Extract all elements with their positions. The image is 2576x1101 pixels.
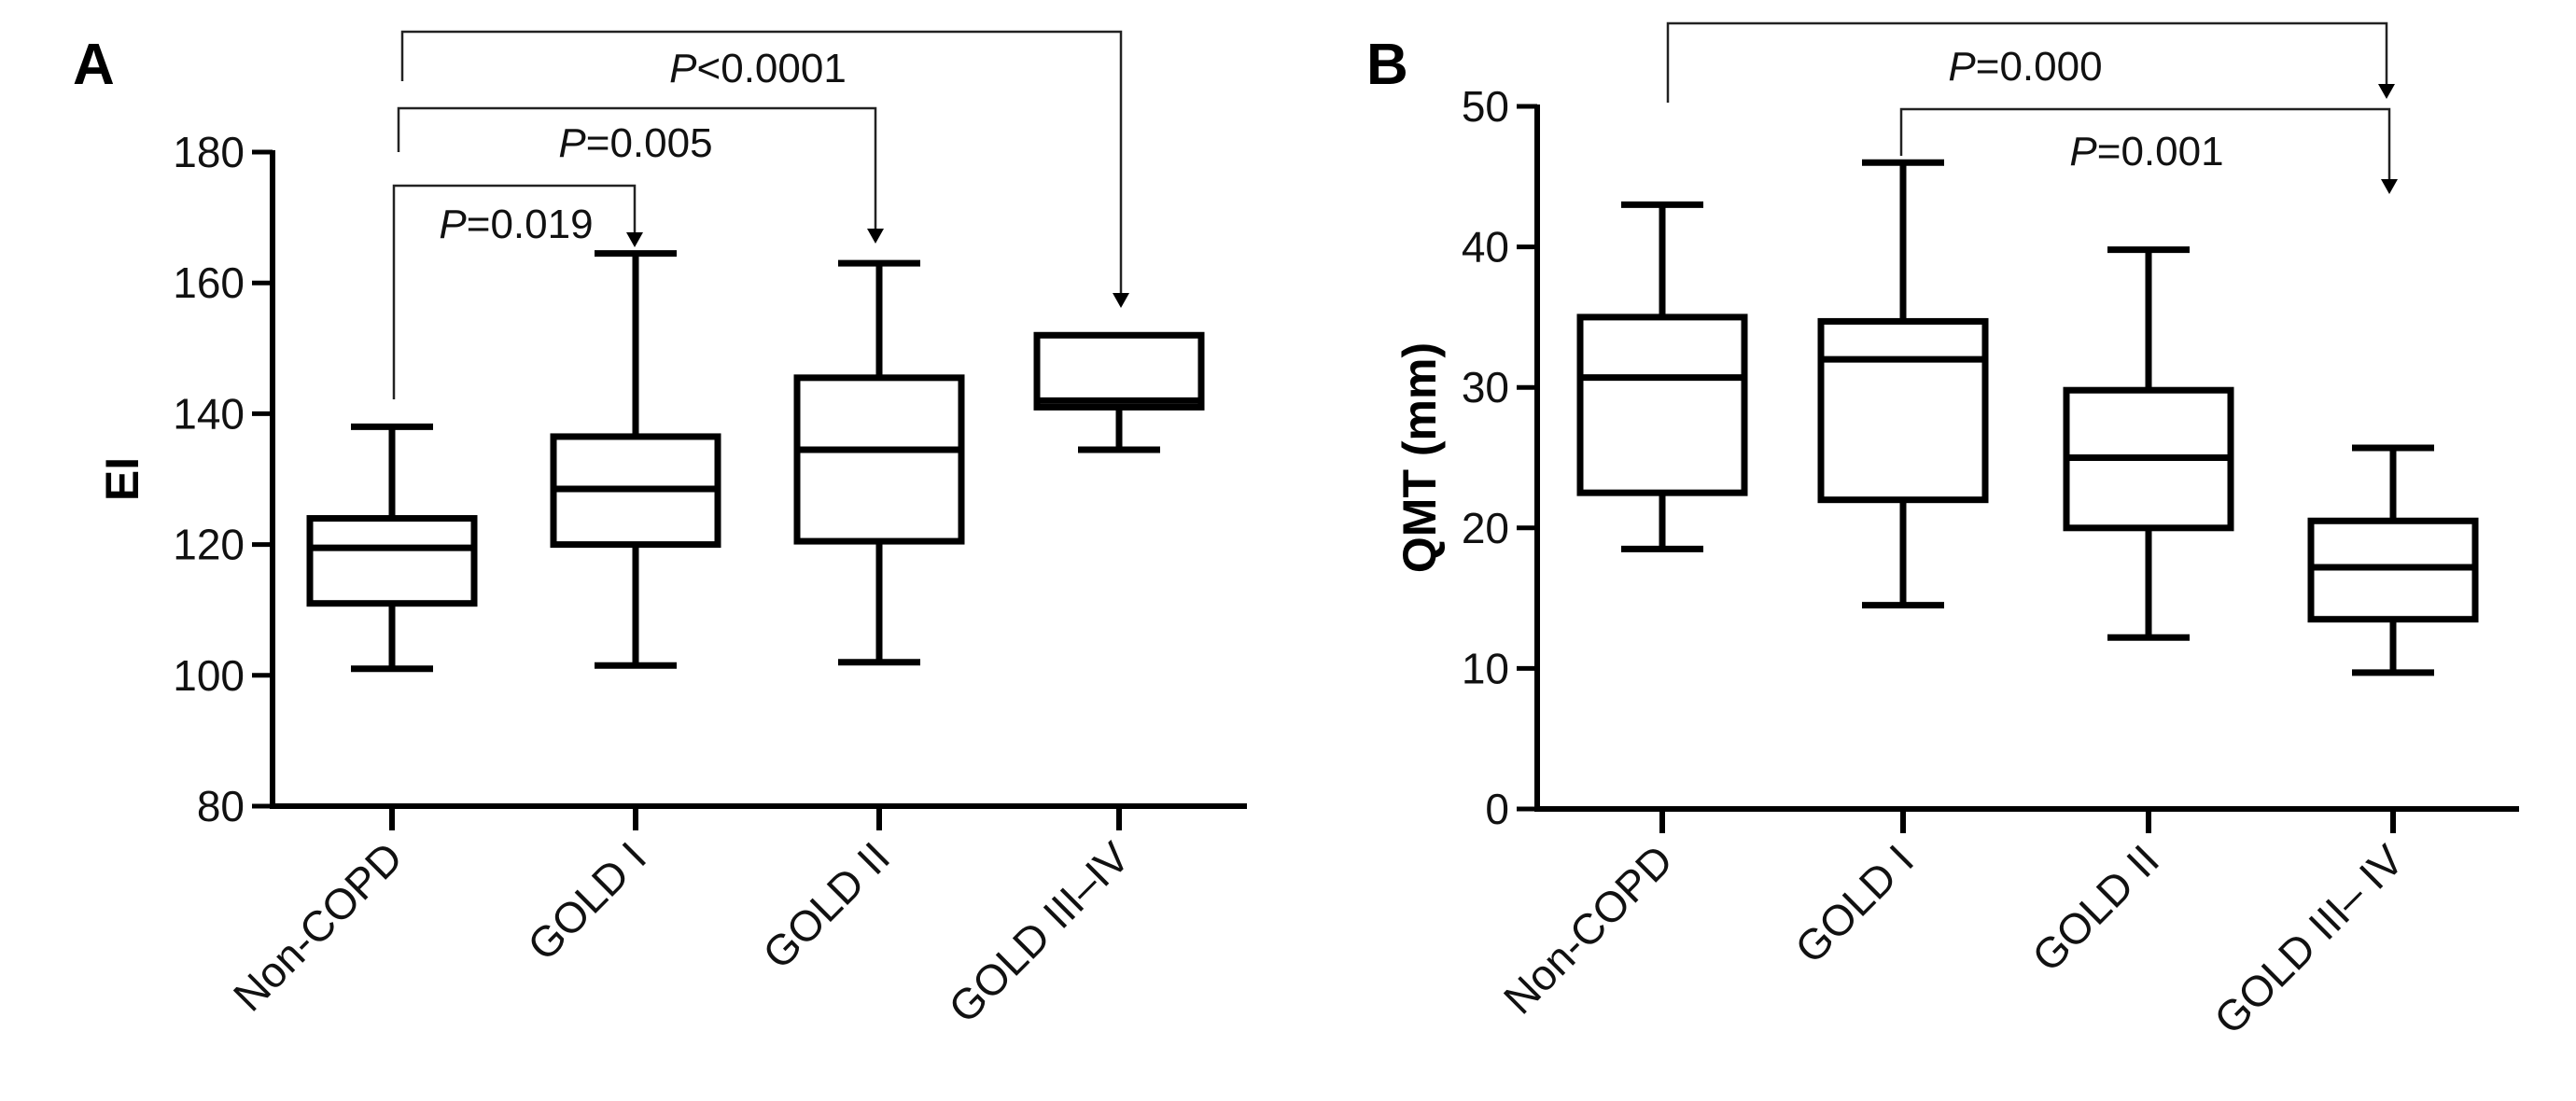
box-3 [1033, 331, 1205, 453]
significance-bracket: P=0.005 [397, 106, 884, 244]
iqr-box [306, 515, 478, 607]
p-value-label: P=0.000 [1948, 44, 2102, 90]
x-tick-label: GOLD III– IV [2205, 835, 2413, 1043]
x-tick-label: GOLD I [518, 832, 655, 969]
iqr-box [1817, 317, 1989, 504]
bracket-line [392, 184, 637, 399]
y-tick-label: 180 [173, 128, 245, 176]
y-tick-label: 140 [173, 389, 245, 438]
y-tick-label: 40 [1462, 223, 1509, 272]
panel-A: A 80 100 120 140 160 180 EI Non-COPD GOLD I GOLD I… [73, 30, 1247, 1032]
iqr-box [1576, 314, 1748, 496]
y-tick-label: 120 [173, 521, 245, 569]
y-tick-label: 50 [1462, 82, 1509, 131]
y-axis-label: QMT (mm) [1393, 342, 1446, 573]
bracket-line [397, 106, 877, 232]
box-1 [1817, 159, 1989, 609]
panel-B: B 0 10 20 30 40 50 QMT (mm) Non-COPD GOLD I GOLD I… [1366, 21, 2519, 1043]
y-tick-label: 80 [197, 782, 245, 830]
box-3 [2307, 444, 2479, 676]
x-tick-label: Non-COPD [1494, 835, 1682, 1023]
x-tick-label: Non-COPD [224, 832, 412, 1020]
panel-label: B [1366, 33, 1408, 97]
p-symbol: P [1948, 44, 1976, 90]
iqr-box [1033, 331, 1205, 411]
p-symbol: P [558, 120, 586, 166]
x-tick-label: GOLD I [1785, 835, 1923, 972]
y-tick-label: 100 [173, 651, 245, 700]
p-value-label: P=0.019 [439, 202, 593, 247]
x-tick-label: GOLD II [753, 832, 899, 978]
box-0 [306, 423, 478, 673]
p-symbol: P [439, 202, 467, 247]
significance-bracket: P=0.000 [1666, 21, 2395, 103]
y-tick-label: 160 [173, 258, 245, 307]
p-value: =0.005 [586, 120, 713, 166]
box-1 [550, 250, 721, 669]
arrow-head-icon [626, 232, 643, 247]
y-tick-label: 20 [1462, 504, 1509, 552]
p-symbol: P [669, 46, 697, 91]
iqr-box [793, 374, 965, 545]
arrow-head-icon [1113, 293, 1129, 308]
p-value: <0.0001 [697, 46, 847, 91]
box-2 [2063, 246, 2234, 641]
y-tick-label: 10 [1462, 644, 1509, 692]
bracket-line [400, 30, 1123, 297]
significance-bracket: P=0.019 [392, 184, 643, 399]
p-value: =0.001 [2097, 129, 2224, 174]
arrow-head-icon [2381, 179, 2398, 194]
p-value-label: P=0.001 [2069, 129, 2223, 174]
x-tick-label: GOLD III–IV [939, 832, 1139, 1032]
y-tick-label: 0 [1485, 785, 1509, 833]
significance-bracket: P<0.0001 [400, 30, 1129, 308]
p-value: =0.000 [1976, 44, 2103, 90]
bracket-line [1666, 21, 2388, 103]
x-tick-label: GOLD II [2023, 835, 2168, 981]
panel-label: A [73, 33, 115, 97]
bracket-line [1899, 107, 2391, 183]
significance-bracket: P=0.001 [1899, 107, 2398, 194]
box-0 [1576, 201, 1748, 552]
y-axis-label: EI [96, 457, 148, 501]
p-symbol: P [2069, 129, 2097, 174]
p-value-label: P<0.0001 [669, 46, 847, 91]
arrow-head-icon [2378, 84, 2395, 99]
p-value: =0.019 [467, 202, 594, 247]
box-2 [793, 259, 965, 666]
arrow-head-icon [867, 229, 884, 244]
p-value-label: P=0.005 [558, 120, 712, 166]
y-tick-label: 30 [1462, 363, 1509, 411]
